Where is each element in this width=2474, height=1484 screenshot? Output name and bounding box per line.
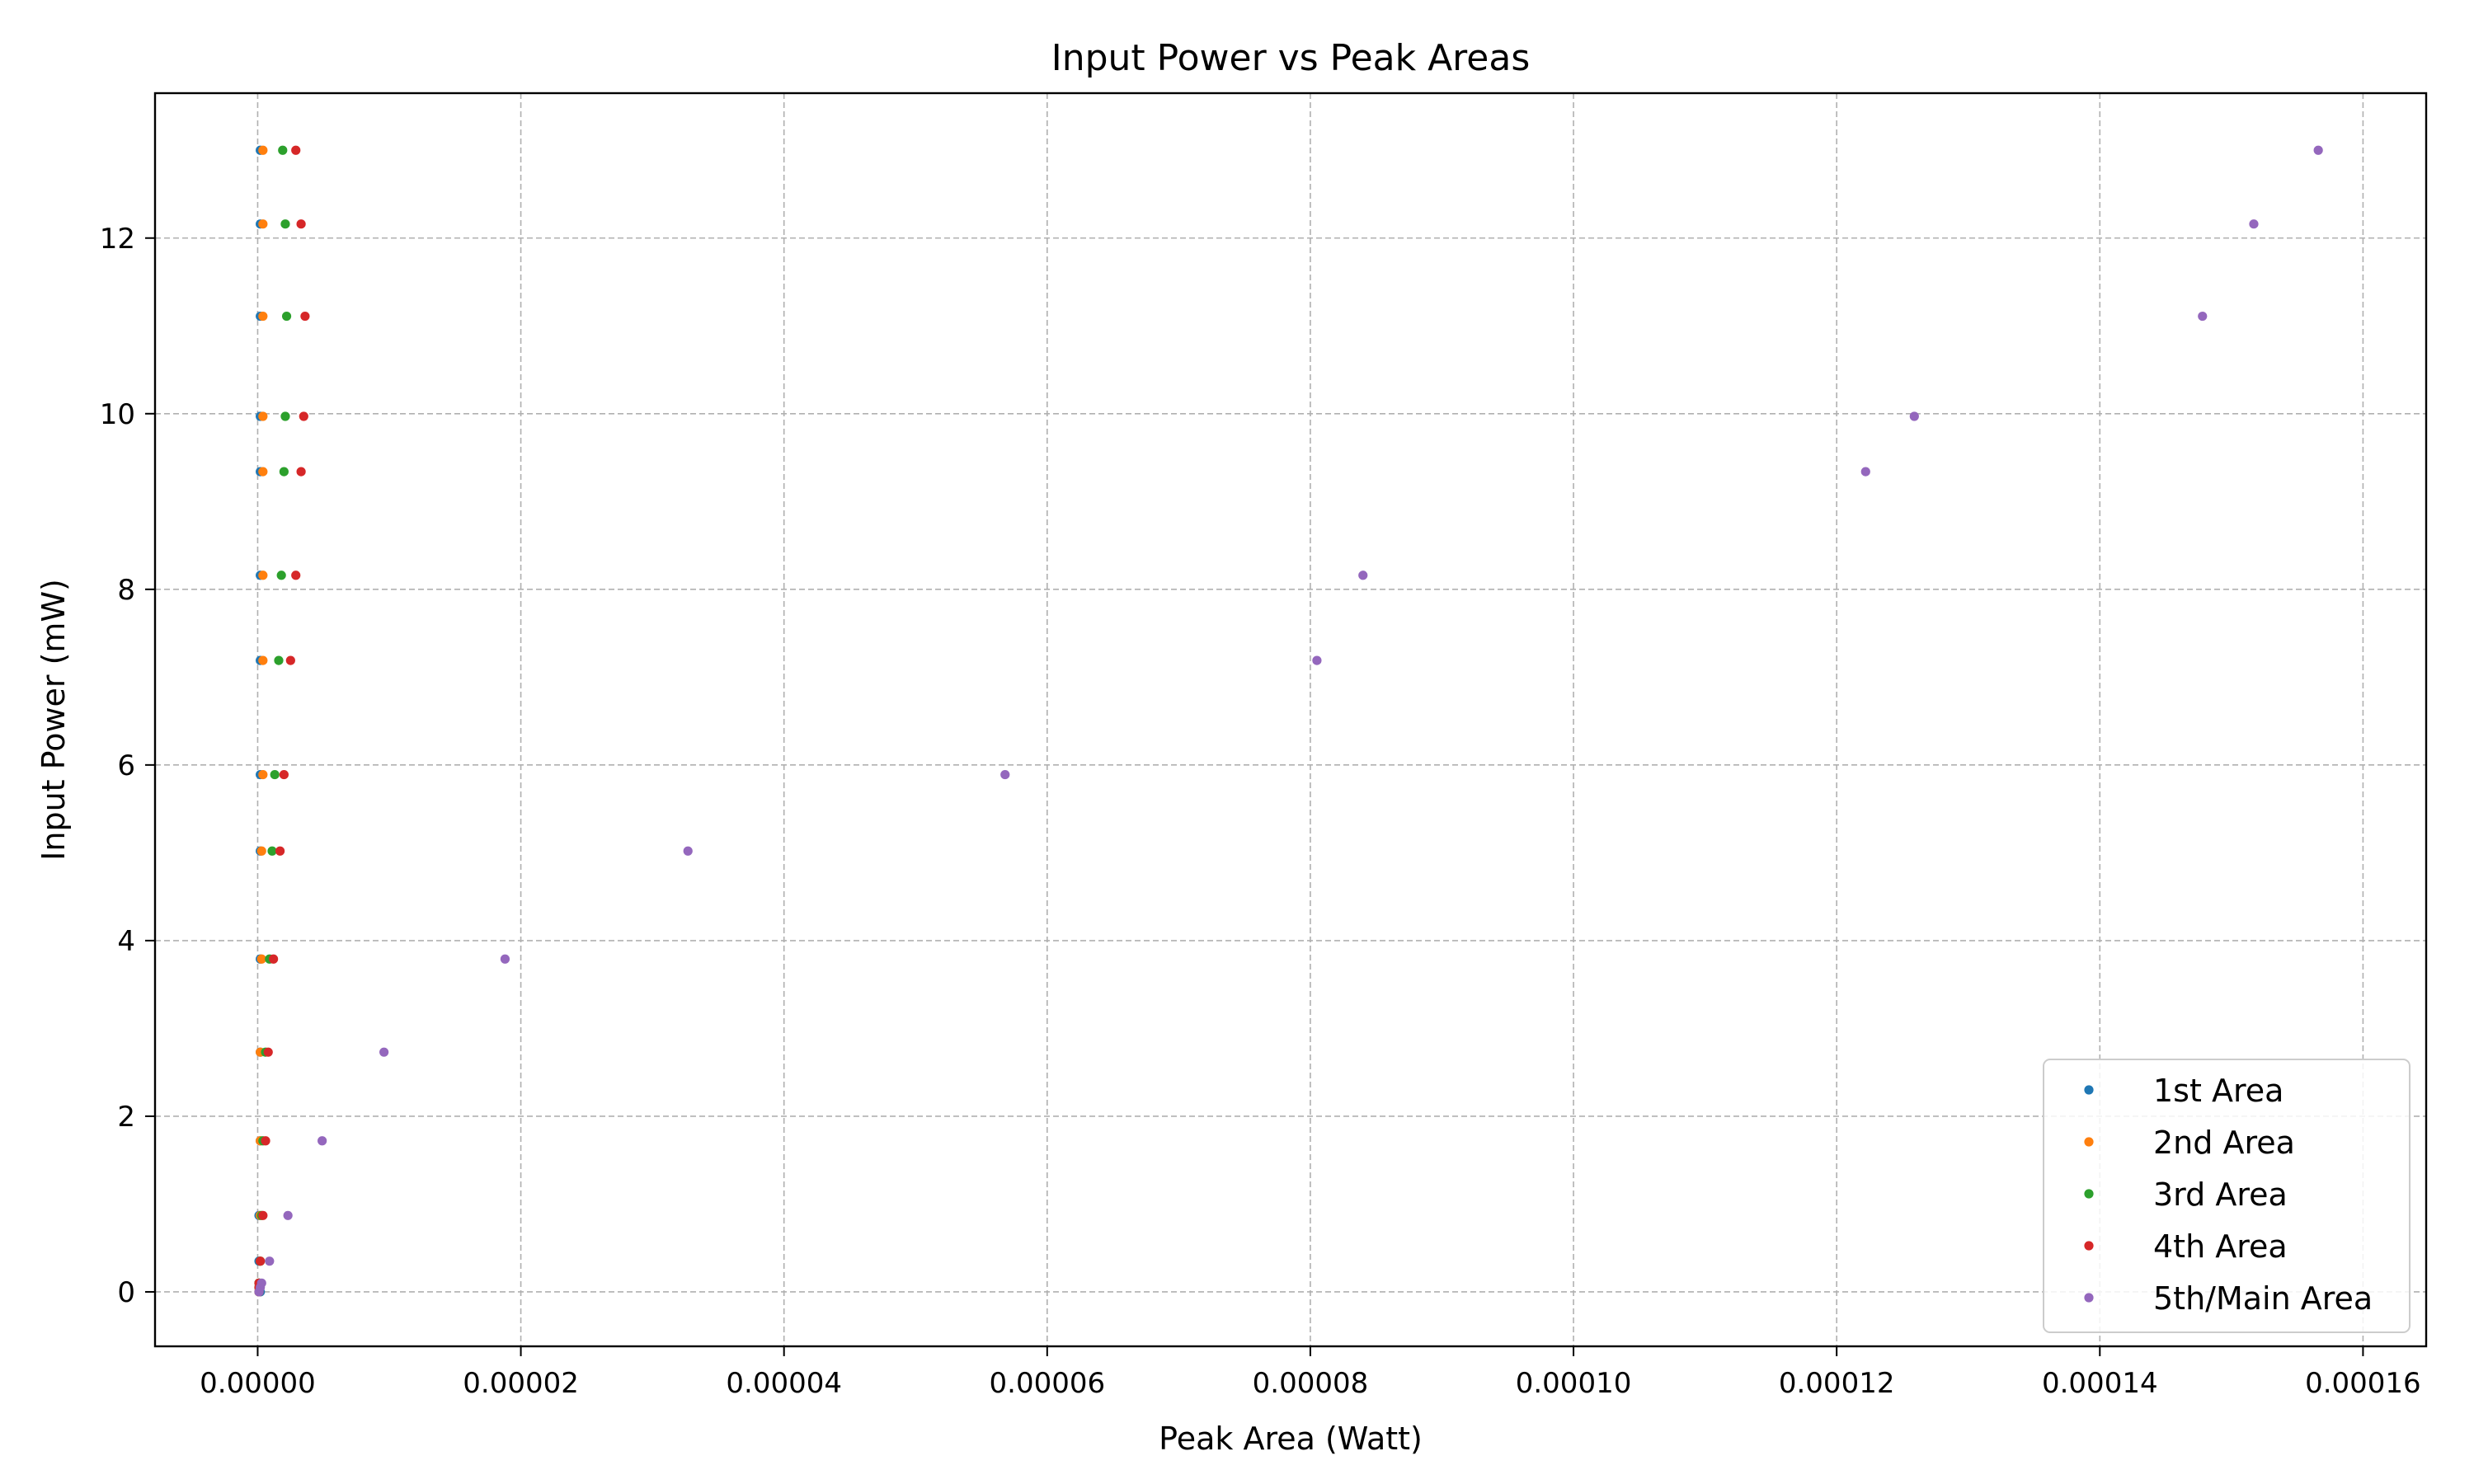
data-point (256, 1278, 266, 1288)
data-point (300, 311, 310, 322)
data-point (291, 571, 301, 580)
data-point (285, 655, 295, 665)
plot-frame (153, 92, 2428, 1348)
legend-marker (2084, 1293, 2094, 1303)
data-point (1000, 769, 1010, 780)
x-tick-label: 0.00000 (200, 1367, 316, 1400)
data-point (269, 954, 279, 964)
data-point (1860, 467, 1870, 477)
data-point (299, 411, 308, 421)
data-point (258, 411, 268, 421)
data-point (279, 467, 289, 477)
legend-marker (2084, 1241, 2094, 1251)
legend-label: 4th Area (2153, 1228, 2288, 1265)
y-tick-label: 4 (117, 925, 135, 958)
data-point (283, 1210, 293, 1220)
y-tick-label: 2 (117, 1101, 135, 1134)
data-point (261, 1136, 270, 1146)
legend: 1st Area 2nd Area 3rd Area 4th Area 5th/Main… (2043, 1059, 2411, 1333)
y-tick-label: 6 (117, 749, 135, 782)
x-tick-label: 0.00004 (726, 1367, 842, 1400)
x-tick-label: 0.00002 (463, 1367, 579, 1400)
y-tick-label: 8 (117, 574, 135, 607)
data-point (258, 769, 268, 780)
data-point (280, 219, 290, 229)
x-tick-label: 0.00010 (1516, 1367, 1632, 1400)
legend-label: 2nd Area (2153, 1125, 2295, 1161)
legend-label: 5th/Main Area (2153, 1280, 2373, 1317)
data-point (281, 311, 292, 322)
data-point (258, 571, 268, 580)
data-point (279, 769, 289, 780)
legend-label: 1st Area (2153, 1073, 2284, 1109)
y-tick-label: 12 (100, 223, 135, 256)
data-point (258, 219, 268, 229)
data-point (280, 411, 290, 421)
legend-box (2043, 1059, 2411, 1333)
data-point (276, 571, 286, 580)
x-tick-label: 0.00014 (2042, 1367, 2158, 1400)
data-point (500, 954, 510, 964)
x-tick-label: 0.00012 (1779, 1367, 1895, 1400)
data-point (275, 846, 285, 856)
data-point (258, 311, 268, 322)
data-point (278, 145, 288, 155)
data-point (296, 219, 306, 229)
legend-label: 3rd Area (2153, 1176, 2288, 1213)
x-tick-label: 0.00016 (2305, 1367, 2421, 1400)
data-point (258, 655, 268, 665)
data-point (256, 954, 266, 964)
x-axis-label: Peak Area (Watt) (1159, 1421, 1423, 1457)
data-point (267, 846, 277, 856)
series-5 (254, 145, 2323, 1297)
data-point (2249, 219, 2259, 229)
data-point (1909, 411, 1919, 421)
data-point (254, 1287, 264, 1297)
x-tick-label: 0.00006 (990, 1367, 1106, 1400)
data-points (254, 145, 2323, 1297)
data-point (274, 655, 284, 665)
x-tick-label: 0.00008 (1253, 1367, 1369, 1400)
data-point (265, 1256, 275, 1266)
series-4 (254, 145, 310, 1297)
data-point (379, 1047, 389, 1057)
y-tick-label: 0 (117, 1276, 135, 1309)
legend-marker (2084, 1189, 2094, 1199)
data-point (296, 467, 306, 477)
data-point (258, 1210, 268, 1220)
data-point (263, 1047, 273, 1057)
chart-title: Input Power vs Peak Areas (1051, 37, 1531, 79)
legend-marker (2084, 1085, 2094, 1095)
legend-marker (2084, 1137, 2094, 1147)
data-point (1312, 655, 1322, 665)
axis-ticks: 0.00000 0.00002 0.00004 0.00006 0.00008 0.000… (100, 223, 2421, 1400)
data-point (683, 846, 693, 856)
data-point (2198, 311, 2208, 322)
data-point (2313, 145, 2323, 155)
y-tick-label: 10 (100, 398, 135, 431)
data-point (317, 1136, 327, 1146)
data-point (256, 1256, 266, 1266)
data-point (256, 846, 266, 856)
y-axis-label: Input Power (mW) (35, 579, 72, 861)
data-point (291, 145, 301, 155)
data-point (270, 769, 280, 780)
data-point (1358, 571, 1368, 580)
data-point (258, 145, 268, 155)
data-point (258, 467, 268, 477)
